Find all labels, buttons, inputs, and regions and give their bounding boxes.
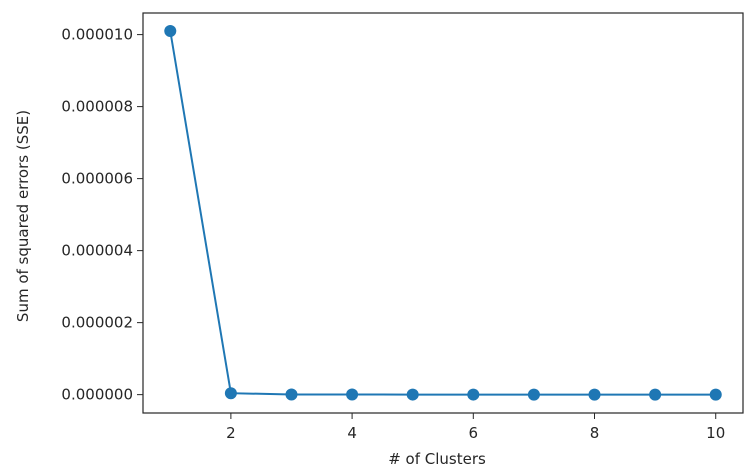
x-axis: 2 4 6 8 10 <box>226 413 725 442</box>
y-tick-label: 0.000004 <box>61 242 133 260</box>
x-axis-label: # of Clusters <box>388 450 486 468</box>
x-tick-label: 6 <box>469 424 479 442</box>
plot-area <box>142 12 744 414</box>
y-tick-label: 0.000000 <box>61 386 133 404</box>
series-line <box>169 30 716 396</box>
x-tick-label: 8 <box>590 424 600 442</box>
y-tick-label: 0.000008 <box>61 98 133 116</box>
plot-frame <box>142 12 744 414</box>
data-point <box>164 25 177 38</box>
data-point <box>346 388 359 401</box>
data-point <box>224 387 237 400</box>
data-point <box>467 388 480 401</box>
series-layer <box>164 25 722 401</box>
y-axis: 0.000000 0.000002 0.000004 0.000006 0.000008… <box>61 26 143 404</box>
y-tick-label: 0.000006 <box>61 170 133 188</box>
data-point <box>709 388 722 401</box>
data-point <box>406 388 419 401</box>
x-tick-label: 10 <box>706 424 725 442</box>
data-point <box>285 388 298 401</box>
data-point <box>588 388 601 401</box>
x-tick-label: 2 <box>226 424 236 442</box>
y-tick-label: 0.000010 <box>61 26 133 44</box>
y-tick-label: 0.000002 <box>61 314 133 332</box>
data-point <box>649 388 662 401</box>
x-tick-label: 4 <box>347 424 357 442</box>
y-axis-label: Sum of squared errors (SSE) <box>14 110 32 322</box>
data-point <box>527 388 540 401</box>
